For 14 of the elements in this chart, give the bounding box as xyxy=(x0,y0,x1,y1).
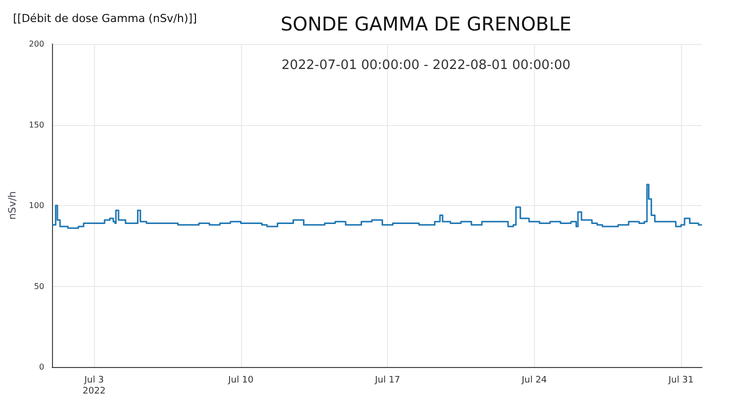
x-tick-label: Jul 24 xyxy=(520,376,548,386)
text: 2022-07-01 00:00:00 - 2022-08-01 00:00:00 xyxy=(281,58,571,73)
y-axis-title: nSv/h xyxy=(8,191,18,220)
chart-title: SONDE GAMMA DE GRENOBLE xyxy=(280,14,572,36)
text: [[Débit de dose Gamma (nSv/h)]] xyxy=(13,12,197,25)
y-tick-label: 150 xyxy=(28,120,44,130)
x-tick-label: Jul 31 xyxy=(667,376,694,386)
x-tick-label: Jul 10 xyxy=(227,376,254,386)
y-tick-label: 50 xyxy=(34,282,44,291)
x-tick-label: Jul 17 xyxy=(374,376,400,386)
y-tick-label: 0 xyxy=(39,362,44,372)
y-tick-label: 100 xyxy=(28,201,44,210)
y-tick-label: 200 xyxy=(28,40,44,48)
x-tick-label: Jul 3 2022 xyxy=(82,376,106,396)
